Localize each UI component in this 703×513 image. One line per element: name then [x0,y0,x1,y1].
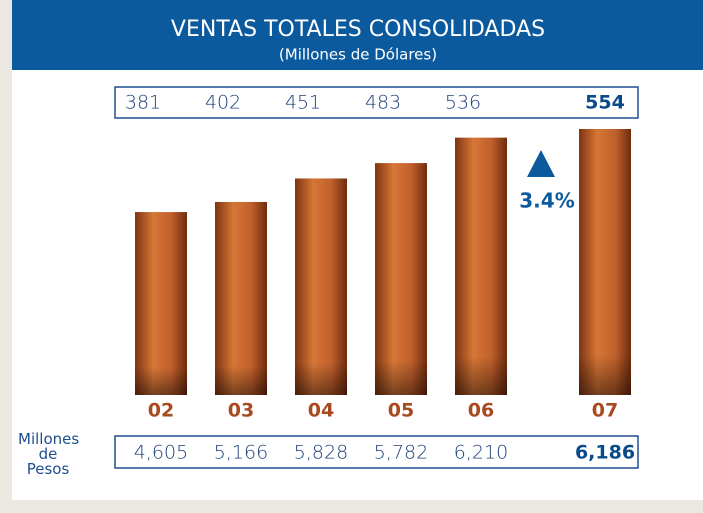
title-bar [12,0,703,70]
peso-value-label: 5,782 [374,442,428,464]
peso-value-label: 6,186 [575,442,635,464]
dollar-value-label: 554 [585,92,625,114]
category-label: 07 [592,400,618,422]
bar-shade [295,178,347,395]
bar-shade [579,129,631,395]
top-value-box [114,86,639,119]
chart-subtitle: (Millones de Dólares) [279,46,437,64]
bottom-value-box [114,435,639,469]
dollar-value-label: 536 [445,92,481,114]
up-arrow [527,150,555,177]
bar-shade [455,137,507,396]
bar-shade [215,201,267,395]
category-label: 04 [308,400,334,422]
peso-value-label: 6,210 [454,442,508,464]
bar-shade [135,212,187,395]
peso-axis-label: Millones de Pesos [18,432,80,476]
category-label: 05 [388,400,414,422]
dollar-value-label: 402 [205,92,241,114]
category-label: 03 [228,400,254,422]
dollar-value-label: 451 [285,92,321,114]
peso-value-label: 5,166 [214,442,268,464]
dollar-value-label: 381 [125,92,161,114]
peso-label-box: Millones de Pesos [18,432,80,476]
category-label: 02 [148,400,174,422]
peso-value-label: 5,828 [294,442,348,464]
bar-shade [375,163,427,395]
category-label: 06 [468,400,494,422]
annotation: 3.4% [519,189,574,213]
dollar-value-label: 483 [365,92,401,114]
chart-title: VENTAS TOTALES CONSOLIDADAS [171,17,545,42]
peso-value-label: 4,605 [134,442,188,464]
